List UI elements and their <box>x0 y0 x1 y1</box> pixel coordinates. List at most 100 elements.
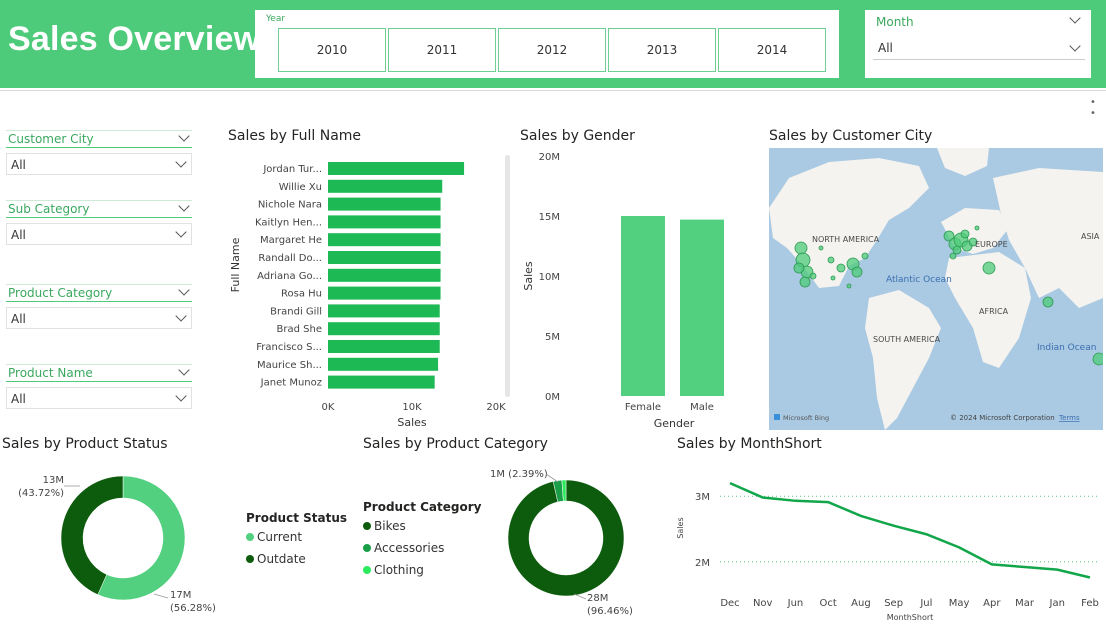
legend-item-current[interactable]: Current <box>246 530 302 544</box>
more-options-icon[interactable]: • • <box>1090 97 1097 119</box>
chevron-down-icon[interactable] <box>178 130 190 142</box>
y-tick-label: Brad She <box>277 324 322 335</box>
slicer-dropdown[interactable]: All <box>6 387 192 409</box>
year-button-2012[interactable]: 2012 <box>498 28 606 72</box>
donut-slice <box>507 479 625 597</box>
asia-shape <box>993 168 1103 308</box>
map-brand-text: Microsoft Bing <box>783 414 829 422</box>
slicer-header[interactable]: Product Category <box>6 284 192 302</box>
slicer-value: All <box>11 158 26 172</box>
bar <box>328 179 443 193</box>
x-tick-label: Apr <box>983 598 1001 609</box>
donut-slice <box>97 475 186 601</box>
greenland-shape <box>937 148 989 176</box>
x-tick-label: Sep <box>884 598 903 609</box>
x-tick-label: Female <box>625 402 661 413</box>
bar <box>328 322 440 336</box>
y-tick-label: 15M <box>539 212 560 223</box>
city-bubbles <box>793 225 1103 366</box>
leader-line <box>573 593 587 600</box>
sales-by-gender-chart: 0M 5M 10M 15M 20M Female Male Gender Sales <box>522 152 724 430</box>
slicer-header[interactable]: Customer City <box>6 130 192 148</box>
slicer-dropdown[interactable]: All <box>6 223 192 245</box>
slicer-value: All <box>11 228 26 242</box>
map-terms-link[interactable]: Terms <box>1058 414 1080 422</box>
y-tick-label: Nichole Nara <box>258 200 322 211</box>
chevron-down-icon[interactable] <box>175 156 187 168</box>
legend-label: Outdate <box>257 552 306 566</box>
year-button-2010[interactable]: 2010 <box>278 28 386 72</box>
chart-title-monthshort: Sales by MonthShort <box>677 436 822 452</box>
legend-item-clothing[interactable]: Clothing <box>363 563 424 577</box>
leader-line <box>545 473 559 483</box>
year-button-2013[interactable]: 2013 <box>608 28 716 72</box>
slicer-dropdown[interactable]: All <box>6 153 192 175</box>
slicer-sub-category: Sub Category All <box>6 200 192 245</box>
legend-label: Bikes <box>374 519 406 533</box>
slicer-label: Product Name <box>8 366 93 380</box>
legend-item-outdate[interactable]: Outdate <box>246 552 306 566</box>
legend-dot <box>363 566 371 574</box>
chevron-down-icon[interactable] <box>1069 12 1081 24</box>
year-button-2011[interactable]: 2011 <box>388 28 496 72</box>
x-axis-title: Sales <box>397 416 427 429</box>
chevron-down-icon[interactable] <box>175 310 187 322</box>
x-tick-label: Aug <box>851 598 871 609</box>
x-axis-title: Gender <box>654 417 695 430</box>
slicer-value: All <box>11 392 26 406</box>
y-tick-label: 2M <box>695 558 710 569</box>
scrollbar <box>505 155 510 397</box>
chart-title-product-category: Sales by Product Category <box>363 436 548 452</box>
year-slicer-label: Year <box>266 14 286 24</box>
chevron-down-icon[interactable] <box>178 200 190 212</box>
slicer-header[interactable]: Sub Category <box>6 200 192 218</box>
month-dropdown[interactable] <box>873 36 1085 60</box>
chart-title-full-name: Sales by Full Name <box>228 128 362 144</box>
slicer-label: Customer City <box>8 132 94 146</box>
year-button-2014[interactable]: 2014 <box>718 28 826 72</box>
bar <box>328 375 435 389</box>
legend-dot <box>246 533 254 541</box>
slicer-dropdown[interactable]: All <box>6 307 192 329</box>
x-tick-label: Mar <box>1015 598 1035 609</box>
legend-item-bikes[interactable]: Bikes <box>363 519 406 533</box>
y-tick-label: Adriana Go... <box>257 271 322 282</box>
year-slicer: Year 2010 2011 2012 2013 2014 <box>255 10 839 78</box>
legend-dot <box>246 555 254 563</box>
y-axis-title: Sales <box>522 261 535 291</box>
bar <box>328 340 440 353</box>
chevron-down-icon[interactable] <box>178 284 190 296</box>
bar <box>328 286 441 300</box>
map-label-africa: AFRICA <box>979 307 1009 316</box>
legend-label: Clothing <box>374 563 424 577</box>
data-label: 28M <box>587 593 608 604</box>
chevron-down-icon[interactable] <box>178 364 190 376</box>
customer-city-map[interactable]: NORTH AMERICA EUROPE ASIA Atlantic Ocean… <box>769 148 1103 430</box>
y-tick-label: Janet Munoz <box>260 378 322 389</box>
y-tick-label: 20M <box>539 152 560 163</box>
south-america-shape <box>865 290 941 430</box>
world-map: NORTH AMERICA EUROPE ASIA Atlantic Ocean… <box>769 148 1103 430</box>
y-tick-label: 0M <box>545 392 560 403</box>
chevron-down-icon[interactable] <box>175 390 187 402</box>
x-tick-label: Oct <box>820 598 837 609</box>
y-tick-label: 5M <box>545 332 560 343</box>
legend-item-accessories[interactable]: Accessories <box>363 541 444 555</box>
bar <box>328 233 441 247</box>
slicer-label: Product Category <box>8 286 113 300</box>
y-axis-title: Sales <box>676 517 685 538</box>
sales-by-product-status-chart: 13M (43.72%) 17M (56.28%) <box>18 475 216 614</box>
x-axis-title: MonthShort <box>887 613 934 622</box>
data-label: 13M <box>43 475 64 486</box>
data-label: (56.28%) <box>170 603 216 614</box>
legend-label: Accessories <box>374 541 445 555</box>
slicer-header[interactable]: Product Name <box>6 364 192 382</box>
map-label-atlantic-ocean: Atlantic Ocean <box>886 275 952 285</box>
y-tick-label: Kaitlyn Hen... <box>255 217 322 228</box>
bar <box>328 357 439 371</box>
bar <box>328 215 441 229</box>
y-tick-label: Maurice Sh... <box>257 360 322 371</box>
chevron-down-icon[interactable] <box>175 226 187 238</box>
legend-title-product-status: Product Status <box>246 511 348 525</box>
chart-title-gender: Sales by Gender <box>520 128 635 144</box>
